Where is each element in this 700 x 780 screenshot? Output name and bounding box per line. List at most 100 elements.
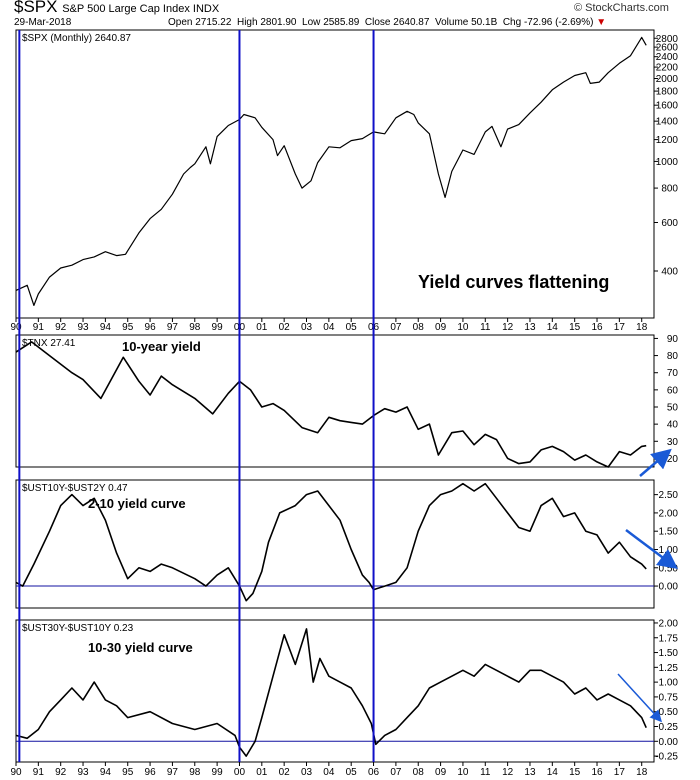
- y-tick-label-price: 2600: [656, 43, 679, 54]
- y-tick-label-t30y10y: 1.75: [659, 633, 679, 644]
- panel-frame-price: [15, 29, 655, 319]
- y-tick-label-t30y10y: 0.25: [659, 722, 679, 733]
- x-tick-label-top: 99: [212, 322, 224, 333]
- y-tick-label-t10y2y: 2.00: [659, 508, 679, 519]
- x-tick-label-bottom: 97: [167, 767, 179, 778]
- ohlc-summary: Open 2715.22 High 2801.90 Low 2585.89 Cl…: [168, 17, 606, 28]
- x-tick-label-bottom: 08: [413, 767, 425, 778]
- annotation-price: Yield curves flattening: [418, 272, 609, 292]
- y-tick-label-t30y10y: 1.50: [659, 648, 679, 659]
- chart-date: 29-Mar-2018: [14, 17, 72, 28]
- x-tick-label-bottom: 14: [547, 767, 559, 778]
- annotation-tnx: 10-year yield: [122, 339, 201, 354]
- x-tick-label-top: 11: [480, 322, 491, 333]
- y-tick-label-t10y2y: 2.50: [659, 490, 679, 501]
- y-tick-label-tnx: 30: [667, 437, 679, 448]
- x-tick-label-bottom: 05: [346, 767, 358, 778]
- low-label: Low: [302, 17, 321, 28]
- panel-label-price: $SPX (Monthly) 2640.87: [22, 33, 131, 44]
- x-tick-label-top: 91: [33, 322, 45, 333]
- x-tick-label-bottom: 02: [279, 767, 291, 778]
- y-tick-label-price: 2000: [656, 74, 679, 85]
- x-tick-label-top: 09: [435, 322, 447, 333]
- panel-label-t30y10y: $UST30Y-$UST10Y 0.23: [22, 623, 134, 634]
- x-tick-label-bottom: 91: [33, 767, 45, 778]
- index-name: S&P 500 Large Cap Index INDX: [62, 3, 220, 15]
- y-tick-label-t10y2y: 0.50: [659, 563, 679, 574]
- trend-arrow-icon: [617, 673, 663, 723]
- open-value: 2715.22: [195, 17, 232, 28]
- x-tick-label-bottom: 00: [234, 767, 246, 778]
- series-line-t10y2y: [15, 482, 647, 602]
- panel-label-t10y2y: $UST10Y-$UST2Y 0.47: [22, 483, 128, 494]
- series-line-t30y10y: [15, 628, 647, 757]
- series-line-price: [15, 36, 647, 306]
- annotation-t30y10y: 10-30 yield curve: [88, 640, 193, 655]
- x-tick-label-top: 97: [167, 322, 179, 333]
- x-tick-label-bottom: 17: [614, 767, 626, 778]
- y-tick-label-t30y10y: 0.75: [659, 692, 679, 703]
- y-tick-label-t30y10y: -0.25: [655, 752, 678, 763]
- y-tick-label-price: 2200: [656, 63, 679, 74]
- y-tick-label-tnx: 90: [667, 334, 679, 345]
- y-tick-label-t30y10y: 0.50: [659, 707, 679, 718]
- chg-down-icon: ▼: [596, 17, 607, 28]
- x-tick-label-top: 16: [591, 322, 603, 333]
- x-tick-label-bottom: 93: [77, 767, 89, 778]
- y-tick-label-t10y2y: 1.50: [659, 527, 679, 538]
- y-tick-label-price: 600: [661, 218, 678, 229]
- x-tick-label-top: 10: [457, 322, 469, 333]
- y-tick-label-tnx: 20: [667, 454, 679, 465]
- y-tick-label-price: 800: [661, 184, 678, 195]
- close-label: Close: [364, 17, 391, 28]
- y-tick-label-t10y2y: 0.00: [659, 582, 679, 593]
- low-value: 2585.89: [323, 17, 360, 28]
- x-tick-label-bottom: 04: [323, 767, 335, 778]
- x-tick-label-top: 90: [10, 322, 22, 333]
- y-tick-label-t30y10y: 0.00: [659, 737, 679, 748]
- x-tick-label-bottom: 03: [301, 767, 313, 778]
- chg-value: -72.96 (-2.69%): [523, 17, 594, 28]
- x-tick-label-bottom: 96: [145, 767, 157, 778]
- symbol-title: $SPX: [14, 0, 58, 16]
- x-tick-label-top: 08: [413, 322, 425, 333]
- y-tick-label-tnx: 40: [667, 420, 679, 431]
- x-tick-label-top: 18: [636, 322, 648, 333]
- y-tick-label-price: 2400: [656, 52, 679, 63]
- volume-value: 50.1B: [471, 17, 498, 28]
- y-tick-label-price: 1400: [656, 117, 679, 128]
- open-label: Open: [168, 17, 193, 28]
- x-tick-label-top: 04: [323, 322, 335, 333]
- x-tick-label-top: 15: [569, 322, 581, 333]
- close-value: 2640.87: [393, 17, 430, 28]
- x-tick-label-bottom: 18: [636, 767, 648, 778]
- x-tick-label-top: 14: [547, 322, 559, 333]
- y-tick-label-t30y10y: 2.00: [659, 618, 679, 629]
- volume-label: Volume: [434, 17, 469, 28]
- watermark: © StockCharts.com: [574, 2, 669, 14]
- x-tick-label-top: 07: [390, 322, 402, 333]
- x-tick-label-bottom: 16: [591, 767, 603, 778]
- x-tick-label-top: 92: [55, 322, 67, 333]
- panel-frame-t30y10y: [15, 619, 655, 763]
- x-tick-label-bottom: 10: [457, 767, 469, 778]
- y-tick-label-tnx: 80: [667, 351, 679, 362]
- series-line-tnx: [15, 341, 647, 468]
- trend-arrow-icon: [639, 448, 672, 477]
- x-tick-label-top: 96: [145, 322, 157, 333]
- x-tick-label-bottom: 99: [212, 767, 224, 778]
- annotation-t10y2y: 2-10 yield curve: [88, 496, 186, 511]
- x-tick-label-bottom: 15: [569, 767, 581, 778]
- x-tick-label-top: 01: [256, 322, 268, 333]
- trend-arrow-icon: [625, 529, 678, 569]
- y-tick-label-price: 1000: [656, 157, 679, 168]
- x-tick-label-bottom: 98: [189, 767, 201, 778]
- y-tick-label-price: 1800: [656, 87, 679, 98]
- x-tick-label-top: 03: [301, 322, 313, 333]
- y-tick-label-t30y10y: 1.00: [659, 678, 679, 689]
- x-tick-label-bottom: 12: [502, 767, 514, 778]
- y-tick-label-tnx: 50: [667, 403, 679, 414]
- high-value: 2801.90: [260, 17, 297, 28]
- x-tick-label-bottom: 13: [524, 767, 536, 778]
